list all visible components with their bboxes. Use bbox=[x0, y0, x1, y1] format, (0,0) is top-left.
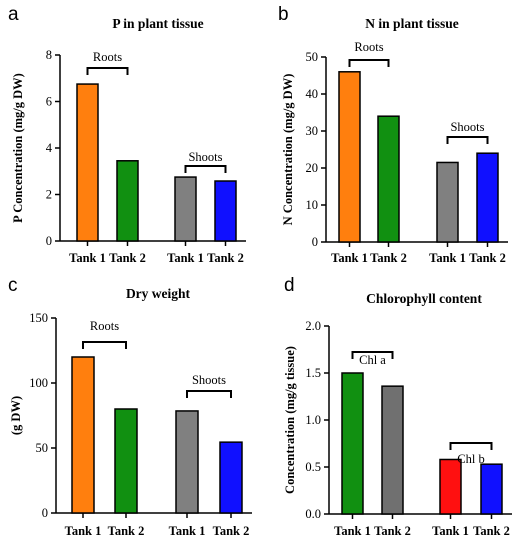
y-tick-label: 0 bbox=[46, 234, 52, 248]
chart-title: N in plant tissue bbox=[365, 16, 458, 31]
y-axis-label: P Concentration (mg/g DW) bbox=[11, 73, 25, 223]
group-label: Chl b bbox=[457, 452, 484, 466]
x-tick-label: Tank 1 bbox=[432, 524, 469, 538]
group-bracket bbox=[86, 67, 129, 75]
bar-2 bbox=[114, 408, 138, 514]
group-label: Shoots bbox=[450, 120, 484, 134]
group-label: Roots bbox=[93, 50, 122, 64]
panel-b: b N in plant tissue N Concentration (mg/g … bbox=[278, 4, 508, 265]
group-bracket bbox=[351, 351, 394, 359]
group-bracket bbox=[186, 390, 232, 398]
panel-d: d Chlorophyll content Concentration (mg/g … bbox=[283, 275, 512, 538]
bar-4 bbox=[219, 441, 243, 514]
y-tick-label: 0 bbox=[312, 235, 318, 249]
y-tick-label: 6 bbox=[46, 95, 52, 109]
bar-3 bbox=[439, 458, 462, 515]
bar-2 bbox=[377, 115, 400, 243]
bar-1 bbox=[341, 372, 364, 515]
group-bracket bbox=[348, 59, 390, 67]
x-tick-label: Tank 1 bbox=[69, 251, 106, 265]
y-tick-label: 10 bbox=[306, 198, 319, 212]
y-axis-label: Concentration (mg/g tissue) bbox=[283, 346, 297, 494]
y-axis-label: N Concentration (mg/g DW) bbox=[281, 74, 295, 226]
group-label: Roots bbox=[354, 40, 383, 54]
panel-letter: d bbox=[284, 275, 295, 296]
bar-1 bbox=[76, 83, 99, 242]
y-tick-label: 1.0 bbox=[305, 413, 321, 427]
x-tick-label: Tank 1 bbox=[331, 251, 368, 265]
bar-4 bbox=[214, 180, 237, 242]
y-tick-label: 50 bbox=[306, 50, 319, 64]
y-tick-label: 0.0 bbox=[305, 507, 321, 521]
panel-c: c Dry weight (g DW) 0 50 100 150 Tank 1 Tank 2 Ta… bbox=[8, 275, 252, 538]
chart-title: P in plant tissue bbox=[112, 16, 203, 31]
chart-title: Dry weight bbox=[126, 286, 191, 301]
group-label: Chl a bbox=[359, 353, 386, 367]
group-label: Roots bbox=[90, 319, 119, 333]
bar-3 bbox=[175, 410, 199, 514]
x-tick-label: Tank 2 bbox=[207, 251, 244, 265]
y-tick-label: 50 bbox=[36, 441, 49, 455]
group-label: Shoots bbox=[192, 373, 226, 387]
y-tick-label: 40 bbox=[306, 87, 319, 101]
group-bracket bbox=[449, 442, 493, 450]
x-tick-label: Tank 1 bbox=[429, 251, 466, 265]
x-tick-label: Tank 1 bbox=[167, 251, 204, 265]
y-tick-label: 0 bbox=[42, 506, 48, 520]
y-tick-label: 30 bbox=[306, 124, 319, 138]
y-tick-label: 100 bbox=[29, 376, 48, 390]
y-tick-label: 4 bbox=[46, 141, 53, 155]
x-tick-label: Tank 2 bbox=[213, 524, 250, 538]
x-tick-label: Tank 1 bbox=[334, 524, 371, 538]
panel-letter: b bbox=[278, 4, 289, 25]
x-tick-label: Tank 2 bbox=[109, 251, 146, 265]
y-tick-label: 0.5 bbox=[305, 460, 321, 474]
y-axis-label: (g DW) bbox=[9, 396, 23, 435]
x-tick-label: Tank 1 bbox=[169, 524, 206, 538]
y-tick-label: 8 bbox=[46, 48, 52, 62]
group-label: Shoots bbox=[188, 150, 222, 164]
x-tick-label: Tank 2 bbox=[370, 251, 407, 265]
group-bracket bbox=[184, 165, 227, 173]
chart-title: Chlorophyll content bbox=[366, 291, 482, 306]
group-bracket bbox=[82, 341, 127, 349]
y-tick-label: 2.0 bbox=[305, 319, 321, 333]
x-tick-label: Tank 2 bbox=[374, 524, 411, 538]
x-tick-label: Tank 2 bbox=[473, 524, 510, 538]
bar-2 bbox=[381, 385, 404, 515]
x-tick-label: Tank 2 bbox=[108, 524, 145, 538]
y-tick-label: 2 bbox=[46, 188, 52, 202]
bar-3 bbox=[436, 161, 459, 243]
x-tick-label: Tank 1 bbox=[65, 524, 102, 538]
x-tick-label: Tank 2 bbox=[469, 251, 506, 265]
bar-4 bbox=[476, 152, 499, 243]
panel-a: a P in plant tissue P Concentration (mg/g … bbox=[8, 4, 246, 265]
y-tick-label: 1.5 bbox=[305, 366, 321, 380]
bar-4 bbox=[480, 463, 503, 515]
y-tick-label: 150 bbox=[29, 311, 48, 325]
y-tick-label: 20 bbox=[306, 161, 319, 175]
bar-1 bbox=[71, 356, 95, 514]
bar-2 bbox=[116, 160, 139, 242]
group-bracket bbox=[446, 136, 489, 144]
panel-letter: a bbox=[8, 4, 19, 25]
bar-3 bbox=[174, 176, 197, 242]
bar-1 bbox=[338, 71, 361, 243]
panel-letter: c bbox=[8, 275, 18, 296]
